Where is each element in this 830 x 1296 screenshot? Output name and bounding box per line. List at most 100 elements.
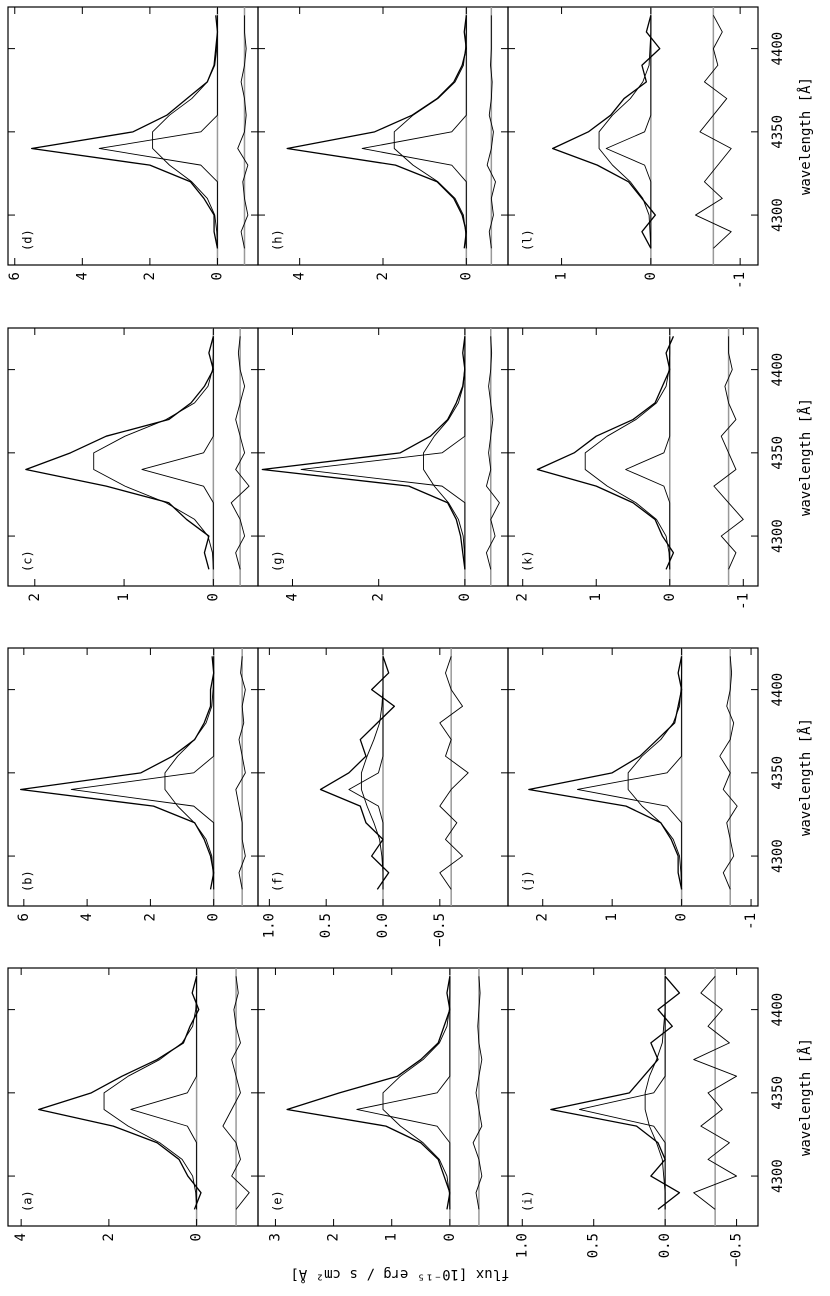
y-tick-label: 1 (554, 272, 570, 280)
x-axis-title: wavelength [Å] (797, 77, 814, 195)
observed-spectrum (286, 976, 451, 1210)
fit-component (576, 656, 683, 890)
x-tick-label: 4400 (770, 993, 786, 1027)
y-tick-label: 1.0 (261, 913, 277, 938)
fit-component (625, 336, 671, 570)
x-tick-label: 4400 (770, 353, 786, 387)
y-tick-label: 3 (267, 1233, 283, 1241)
x-tick-label: 4350 (770, 436, 786, 470)
y-tick-label: 0.0 (375, 913, 391, 938)
x-tick-label: 4300 (770, 839, 786, 873)
y-tick-label: 2 (535, 913, 551, 921)
panel-label: (f) (271, 870, 285, 892)
y-tick-label: 0 (209, 272, 225, 280)
panel-frame (7, 647, 259, 907)
fit-component (164, 656, 215, 890)
y-tick-label: 0 (457, 593, 473, 601)
y-tick-label: -1 (743, 913, 759, 930)
panel-label: (i) (521, 1190, 535, 1212)
panel-frame (7, 967, 259, 1227)
x-tick-label: 4400 (770, 673, 786, 707)
panel-label: (a) (21, 1190, 35, 1212)
y-tick-label: 4 (13, 1233, 29, 1241)
fit-component (98, 15, 218, 249)
y-tick-label: 4 (74, 272, 90, 280)
fit-component (598, 15, 652, 249)
observed-spectrum (550, 975, 681, 1210)
x-tick-label: 4350 (770, 756, 786, 790)
residual (719, 656, 738, 890)
y-tick-label: 2 (142, 913, 158, 921)
y-tick-label: 1 (116, 593, 132, 601)
observed-spectrum (286, 15, 467, 249)
observed-spectrum (261, 336, 466, 570)
fit-component (70, 656, 215, 890)
x-tick-label: 4300 (770, 1159, 786, 1193)
residual (695, 15, 732, 249)
fit-component (103, 976, 198, 1210)
panel-label: (d) (21, 229, 35, 251)
y-tick-label: 2 (515, 593, 531, 601)
y-tick-label: 6 (7, 272, 23, 280)
x-tick-label: 4350 (770, 115, 786, 149)
fit-component (644, 976, 666, 1210)
panel-label: (g) (271, 550, 285, 572)
rotated-figure: flux [10⁻¹⁵ erg / s cm² Å] 0 2 4 (a) 0 2 4 6 (b)… (7, 6, 814, 1283)
x-axis-title: wavelength [Å] (797, 398, 814, 516)
observed-spectrum (20, 656, 215, 890)
panel-frame (7, 6, 259, 266)
y-tick-label: −0.5 (729, 1233, 745, 1267)
panel-frame (507, 327, 759, 587)
observed-spectrum (536, 336, 675, 570)
y-tick-label: 0.0 (657, 1233, 673, 1258)
observed-spectrum (319, 656, 396, 890)
fit-component (605, 15, 652, 249)
panel-frame (507, 647, 759, 907)
y-tick-label: -1 (735, 593, 751, 610)
panel-label: (c) (21, 550, 35, 572)
fit-component (382, 976, 451, 1210)
x-axis-title: wavelength [Å] (797, 718, 814, 836)
y-tick-label: 0.5 (586, 1233, 602, 1258)
observed-spectrum (25, 336, 215, 570)
y-tick-label: 6 (16, 913, 32, 921)
panel-frame (7, 327, 259, 587)
panel-label: (j) (521, 870, 535, 892)
y-tick-label: −0.5 (432, 913, 448, 947)
observed-spectrum (38, 976, 202, 1210)
fit-component (584, 336, 671, 570)
panel-label: (e) (271, 1190, 285, 1212)
y-tick-label: 2 (375, 272, 391, 280)
x-tick-label: 4350 (770, 1076, 786, 1110)
y-tick-label: 0 (189, 1233, 205, 1241)
residual (235, 656, 246, 890)
fit-component (356, 976, 451, 1210)
fit-component (300, 336, 466, 570)
residual (693, 976, 738, 1210)
fit-component (423, 336, 466, 570)
y-tick-label: 0 (206, 913, 222, 921)
fit-component (578, 976, 666, 1210)
y-tick-label: 2 (371, 593, 387, 601)
fit-component (152, 15, 218, 249)
y-tick-label: 1 (384, 1233, 400, 1241)
fit-component (93, 336, 214, 570)
x-axis-title: wavelength [Å] (797, 1038, 814, 1156)
y-tick-label: 2 (326, 1233, 342, 1241)
panel-label: (h) (271, 229, 285, 251)
y-tick-label: 0 (674, 913, 690, 921)
observed-spectrum (31, 15, 219, 249)
y-tick-label: 2 (142, 272, 158, 280)
y-tick-label: 4 (79, 913, 95, 921)
fit-component (361, 15, 467, 249)
panel-frame (257, 6, 509, 266)
residual (486, 336, 500, 570)
y-tick-label: 1 (588, 593, 604, 601)
fit-component (393, 15, 467, 249)
panel-label: (l) (521, 229, 535, 251)
x-tick-label: 4400 (770, 32, 786, 66)
y-tick-label: 4 (284, 593, 300, 601)
y-tick-label: 2 (101, 1233, 117, 1241)
residual (472, 976, 483, 1210)
